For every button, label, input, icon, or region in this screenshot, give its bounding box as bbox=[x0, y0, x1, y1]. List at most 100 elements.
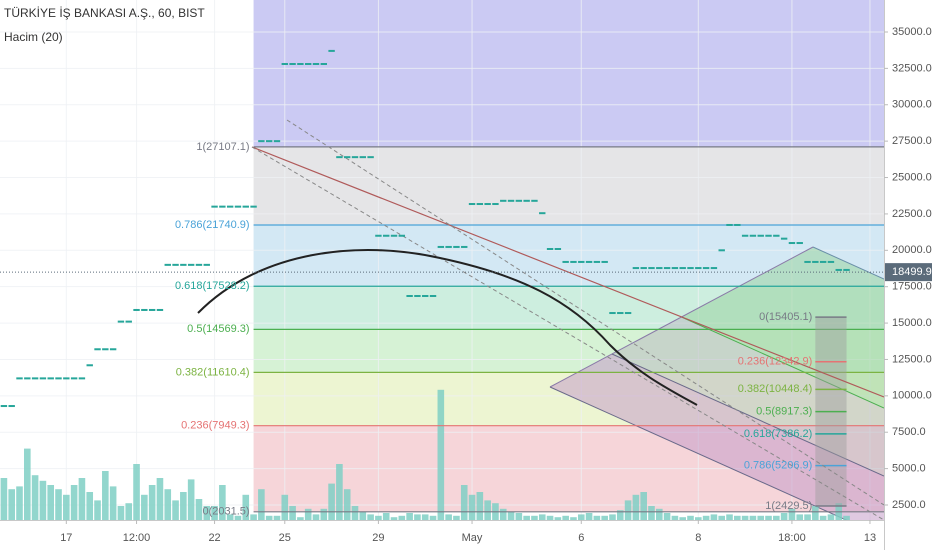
y-tick-label: 7500.0 bbox=[892, 426, 926, 438]
volume-bar bbox=[195, 499, 203, 520]
y-tick-label: 35000.0 bbox=[892, 26, 932, 38]
volume-bar bbox=[523, 515, 530, 520]
volume-bar bbox=[94, 500, 101, 520]
volume-bar bbox=[24, 448, 31, 520]
volume-bar bbox=[336, 464, 343, 520]
fib2-label: 1(2429.5) bbox=[765, 500, 812, 512]
volume-bar bbox=[328, 483, 335, 520]
y-tick-label: 20000.0 bbox=[892, 244, 932, 256]
volume-bar bbox=[546, 515, 554, 520]
volume-bar bbox=[375, 515, 382, 520]
volume-bar bbox=[219, 485, 226, 520]
volume-bar bbox=[109, 486, 117, 520]
volume-bar bbox=[702, 515, 710, 520]
volume-bar bbox=[484, 500, 491, 520]
volume-bar bbox=[172, 500, 179, 520]
volume-bar bbox=[593, 515, 601, 520]
volume-bar bbox=[141, 494, 148, 520]
volume-bar bbox=[63, 494, 70, 520]
arc-curve bbox=[197, 249, 698, 406]
dashed-line bbox=[251, 146, 884, 520]
volume-bar bbox=[538, 514, 546, 520]
volume-bar bbox=[320, 508, 328, 520]
volume-bar bbox=[624, 500, 632, 520]
volume-bar bbox=[773, 515, 780, 520]
fib-label: 0.786(21740.9) bbox=[175, 219, 250, 231]
volume-bar bbox=[297, 517, 304, 520]
volume-bar bbox=[562, 515, 569, 520]
channel-band bbox=[681, 247, 884, 408]
volume-bar bbox=[187, 479, 195, 520]
volume-bar bbox=[453, 515, 460, 520]
channel-line bbox=[611, 353, 884, 477]
volume-bar bbox=[398, 515, 406, 520]
fib-lines bbox=[253, 146, 884, 513]
volume-bar bbox=[531, 515, 538, 520]
y-tick-label: 17500.0 bbox=[892, 281, 932, 293]
volume-bar bbox=[382, 513, 390, 520]
axes: 2500.0 5000.0 7500.0 10000.0 12500.0 15000.0 1… bbox=[60, 26, 932, 544]
volume-bar bbox=[250, 514, 257, 520]
volume-bar bbox=[234, 515, 242, 520]
x-tick-label: 18:00 bbox=[778, 532, 806, 544]
volume-bar bbox=[211, 506, 218, 520]
volume-bar bbox=[70, 485, 78, 520]
volume-bar bbox=[679, 517, 687, 520]
y-tick-label: 30000.0 bbox=[892, 99, 932, 111]
volume-bar bbox=[289, 506, 296, 520]
last-price-box bbox=[885, 263, 932, 282]
volume-bar bbox=[499, 508, 507, 520]
fib-zone bbox=[253, 146, 884, 225]
volume-bar bbox=[55, 489, 62, 520]
volume-bar bbox=[648, 506, 655, 520]
volume-bar bbox=[609, 514, 616, 520]
volume-bar bbox=[671, 515, 679, 520]
fib2-label: 0.382(10448.4) bbox=[738, 383, 813, 395]
volume-bar bbox=[749, 515, 757, 520]
volume-bar bbox=[570, 517, 577, 520]
volume-bar bbox=[125, 503, 133, 520]
x-tick-label: 25 bbox=[279, 532, 291, 544]
volume-bar bbox=[741, 515, 749, 520]
volume-bar bbox=[226, 514, 234, 520]
volume-bar bbox=[788, 508, 796, 520]
volume-bar bbox=[476, 492, 484, 520]
x-tick-label: 22 bbox=[208, 532, 220, 544]
fib2-label: 0.5(8917.3) bbox=[756, 406, 812, 418]
dashed-line bbox=[286, 119, 884, 506]
volume-bar bbox=[258, 489, 265, 520]
volume-bar bbox=[804, 514, 811, 520]
volume-bar bbox=[359, 511, 367, 520]
volume-bar bbox=[86, 492, 94, 520]
plot bbox=[0, 0, 884, 520]
volume-bar bbox=[47, 485, 55, 520]
fib-label: 1(27107.1) bbox=[196, 141, 249, 153]
volume-bar bbox=[765, 515, 772, 520]
fib2-label: 0.618(7386.2) bbox=[744, 428, 813, 440]
channel-band bbox=[612, 317, 884, 476]
indicator-label: Hacim (20) bbox=[4, 30, 63, 44]
y-tick-label: 15000.0 bbox=[892, 317, 932, 329]
volume-bar bbox=[16, 486, 23, 520]
fib-label: 0.382(11610.4) bbox=[176, 366, 250, 378]
volume-bar bbox=[78, 478, 86, 520]
y-tick-label: 22500.0 bbox=[892, 208, 932, 220]
x-tick-label: 12:00 bbox=[123, 532, 151, 544]
volume-bar bbox=[632, 494, 640, 520]
y-tick-label: 5000.0 bbox=[892, 463, 926, 475]
volume-bar bbox=[421, 514, 429, 520]
volume-bar bbox=[414, 514, 421, 520]
volume-bar bbox=[757, 515, 765, 520]
volume-bar bbox=[507, 511, 515, 520]
volume-bar bbox=[780, 513, 788, 520]
price bbox=[0, 49, 884, 408]
channel-line bbox=[681, 316, 884, 409]
volume-bar bbox=[687, 515, 694, 520]
y-tick-label: 27500.0 bbox=[892, 135, 932, 147]
volume-bar bbox=[734, 515, 741, 520]
y-tick-label: 12500.0 bbox=[892, 353, 932, 365]
symbol-title: TÜRKİYE İŞ BANKASI A.Ş., 60, BIST bbox=[4, 6, 205, 20]
volume-bar bbox=[203, 506, 211, 520]
volume-bar bbox=[148, 485, 156, 520]
